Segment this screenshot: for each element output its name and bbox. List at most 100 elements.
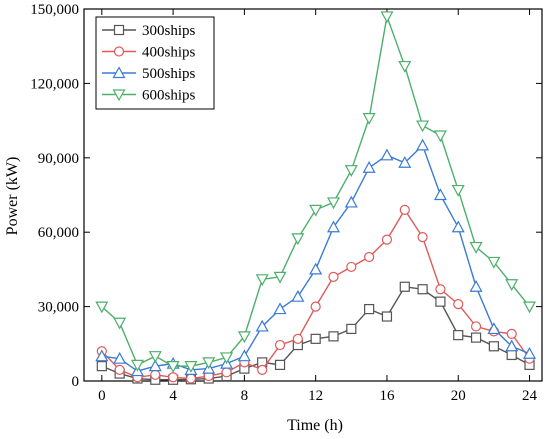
data-point — [381, 311, 393, 322]
legend: 300ships 400ships 500ships 600ships — [95, 16, 215, 110]
data-point — [309, 204, 323, 217]
data-point — [166, 361, 180, 373]
legend-item-300ships: 300ships — [102, 23, 196, 39]
data-point — [291, 289, 305, 302]
y-tick-label: 150,000 — [30, 2, 79, 18]
data-point — [506, 349, 517, 361]
data-point — [113, 46, 125, 57]
data-point — [274, 339, 286, 351]
data-point — [344, 195, 358, 208]
data-point — [95, 349, 109, 362]
data-point — [433, 188, 447, 201]
data-point — [237, 349, 251, 362]
x-tick-label: 12 — [308, 388, 323, 404]
data-point — [417, 232, 428, 243]
data-point — [292, 333, 303, 344]
data-point — [344, 165, 358, 177]
data-point — [435, 284, 446, 295]
data-point — [150, 369, 161, 380]
data-point — [380, 148, 394, 161]
data-point — [398, 60, 412, 73]
data-point — [399, 281, 410, 292]
data-point — [346, 261, 357, 273]
x-tick-label: 16 — [379, 388, 395, 404]
data-point — [255, 319, 269, 332]
data-point — [380, 11, 394, 24]
x-tick-label: 4 — [169, 388, 177, 404]
data-point — [381, 234, 393, 245]
data-point — [435, 296, 446, 307]
data-point — [433, 130, 447, 143]
legend-label: 400ships — [142, 45, 196, 61]
data-point — [113, 317, 127, 330]
data-point — [346, 323, 357, 335]
data-point — [398, 156, 412, 168]
data-point — [487, 322, 501, 335]
data-point — [488, 341, 499, 352]
series-300ships — [96, 281, 535, 385]
data-point — [112, 66, 126, 79]
y-tick-label: 30,000 — [38, 300, 79, 316]
data-point — [453, 330, 464, 341]
data-point — [364, 251, 375, 263]
data-point — [523, 301, 537, 314]
x-axis-title: Time (h) — [287, 417, 343, 434]
data-point — [168, 372, 179, 383]
data-point — [237, 331, 251, 344]
data-point — [273, 271, 287, 284]
data-point — [470, 321, 482, 332]
data-point — [310, 333, 321, 344]
data-point — [399, 204, 410, 215]
y-axis-title: Power (kW) — [4, 157, 21, 236]
data-point — [364, 303, 375, 315]
data-point — [453, 299, 464, 310]
data-point — [451, 184, 465, 197]
x-tick-label: 20 — [451, 388, 466, 404]
x-tick-label: 8 — [241, 388, 249, 404]
data-point — [328, 331, 339, 342]
data-point — [470, 332, 482, 343]
legend-item-400ships: 400ships — [102, 45, 196, 61]
data-point — [416, 138, 430, 151]
data-point — [417, 284, 428, 295]
y-tick-label: 90,000 — [38, 151, 79, 167]
data-point — [114, 364, 125, 375]
x-tick-label: 24 — [522, 388, 538, 404]
data-point — [362, 160, 376, 173]
data-point — [505, 279, 519, 292]
legend-item-600ships: 600ships — [102, 88, 196, 104]
data-point — [309, 262, 323, 275]
data-point — [130, 359, 144, 372]
data-point — [148, 351, 162, 363]
data-point — [95, 301, 109, 314]
data-point — [257, 364, 268, 375]
series-600ships — [95, 11, 537, 373]
data-point — [202, 357, 216, 370]
y-tick-label: 0 — [72, 374, 80, 390]
data-point — [469, 280, 483, 292]
legend-label: 300ships — [142, 23, 196, 39]
legend-label: 600ships — [142, 88, 196, 104]
data-point — [221, 367, 232, 378]
series-400ships — [96, 204, 535, 384]
data-point — [185, 373, 197, 384]
data-point — [362, 113, 376, 125]
plot-border — [83, 8, 543, 382]
x-axis: 0 4 8 12 16 20 24 — [98, 9, 538, 404]
data-point — [326, 197, 341, 210]
y-tick-label: 120,000 — [30, 76, 79, 92]
data-point — [310, 301, 321, 312]
data-point — [255, 274, 269, 287]
data-point — [505, 339, 519, 352]
y-tick-label: 60,000 — [38, 225, 79, 241]
data-point — [506, 328, 517, 339]
data-point — [291, 233, 305, 246]
data-point — [326, 220, 341, 233]
data-point — [113, 24, 125, 36]
data-point — [523, 346, 537, 359]
x-tick-label: 0 — [98, 388, 106, 404]
data-point — [416, 120, 430, 133]
legend-label: 500ships — [142, 66, 196, 82]
series-line — [101, 208, 531, 380]
